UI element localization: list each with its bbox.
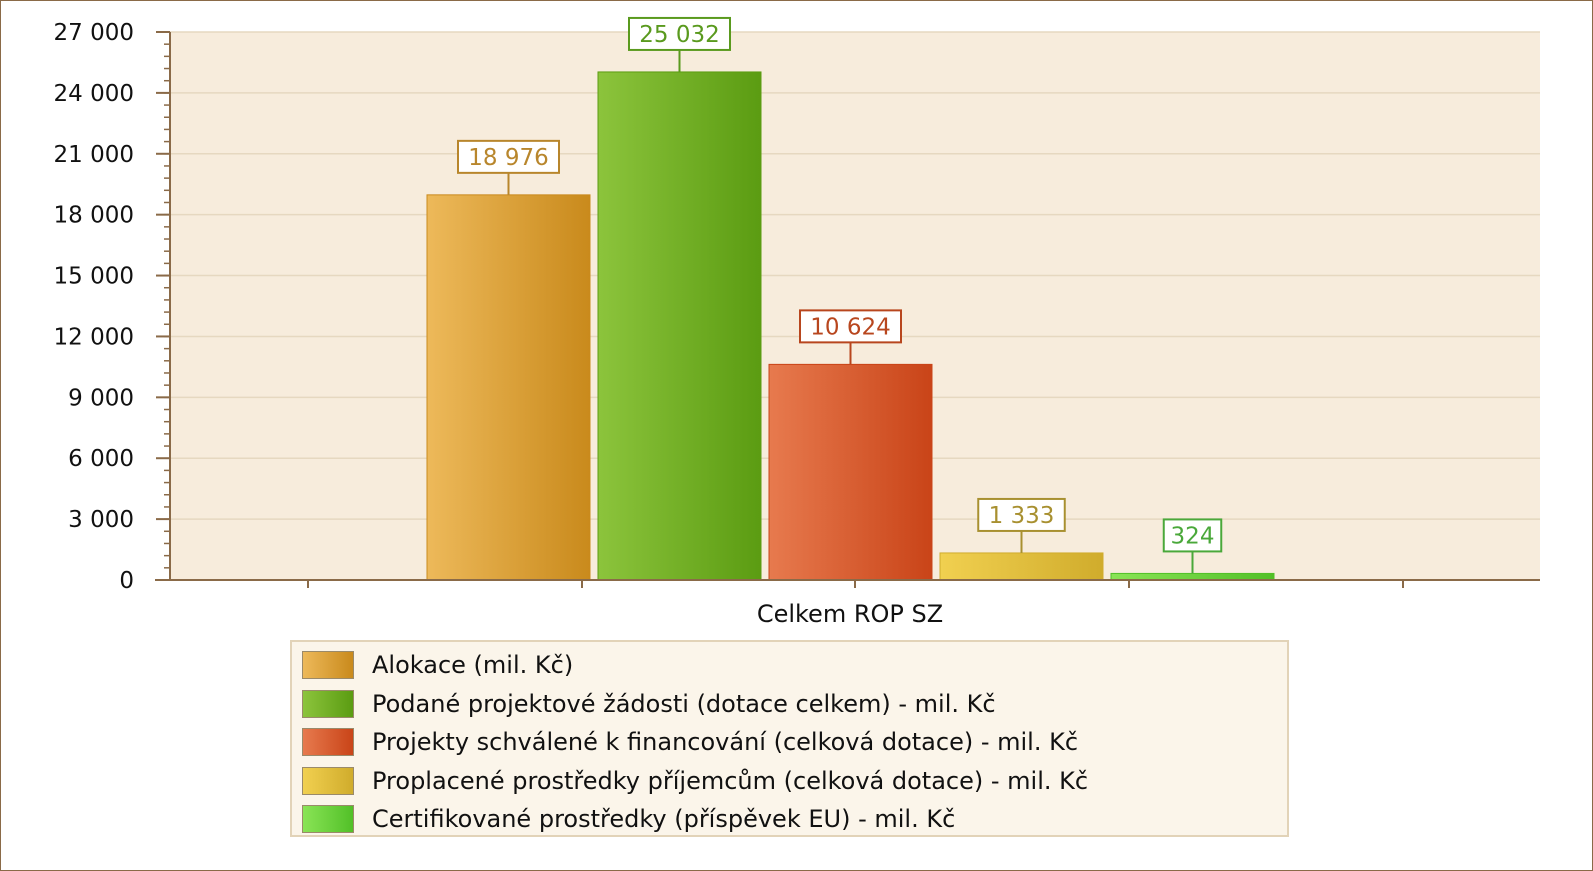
legend-label: Alokace (mil. Kč) <box>372 651 574 679</box>
legend-item: Alokace (mil. Kč) <box>302 650 573 680</box>
legend-item: Certifikované prostředky (příspěvek EU) … <box>302 804 955 834</box>
legend-swatch <box>302 766 354 795</box>
legend-swatch <box>302 728 354 756</box>
data-label-box <box>799 309 902 344</box>
legend-item: Podané projektové žádosti (dotace celkem… <box>302 689 996 719</box>
data-label: 1 333 <box>989 503 1055 529</box>
y-tick-label: 9 000 <box>68 385 134 411</box>
bars <box>426 71 1275 581</box>
y-tick-label: 12 000 <box>54 324 134 350</box>
data-label: 10 624 <box>810 314 890 340</box>
data-label-box <box>1162 518 1223 553</box>
y-tick-label: 15 000 <box>54 264 134 290</box>
data-labels: 18 976 25 032 10 624 1 333 324 <box>457 16 1223 574</box>
y-tick-label: 21 000 <box>54 142 134 168</box>
y-tick-label: 24 000 <box>54 81 134 107</box>
y-tick-label: 6 000 <box>68 446 134 472</box>
y-tick-label: 3 000 <box>68 507 134 533</box>
legend-label: Certifikované prostředky (příspěvek EU) … <box>372 805 956 833</box>
legend-swatch <box>302 689 354 718</box>
data-label-box <box>628 16 731 51</box>
bar <box>426 194 591 581</box>
bar <box>939 552 1104 581</box>
y-tick-label: 18 000 <box>54 203 134 229</box>
legend-label: Proplacené prostředky příjemcům (celková… <box>372 766 1089 795</box>
legend-label: Projekty schválené k financování (celkov… <box>372 728 1079 756</box>
axes: 0 3 000 6 000 9 000 12 000 15 000 18 000 21 000… <box>54 20 1540 594</box>
data-label-box <box>977 497 1066 532</box>
legend-swatch <box>302 805 354 833</box>
legend: Alokace (mil. Kč) Podané projektové žádos… <box>290 640 1289 837</box>
data-label: 324 <box>1171 523 1215 549</box>
y-tick-label: 0 <box>119 568 134 594</box>
y-tick-label: 27 000 <box>54 20 134 46</box>
legend-swatch <box>302 651 354 679</box>
bar <box>597 71 762 581</box>
legend-item: Projekty schválené k financování (celkov… <box>302 727 1078 757</box>
data-label-box <box>457 139 560 174</box>
legend-label: Podané projektové žádosti (dotace celkem… <box>372 689 996 718</box>
bar <box>768 363 933 581</box>
legend-item: Proplacené prostředky příjemcům (celková… <box>302 766 1088 796</box>
category-label-0: Celkem ROP SZ <box>757 600 943 628</box>
data-label: 25 032 <box>639 22 719 48</box>
data-label: 18 976 <box>468 145 548 171</box>
